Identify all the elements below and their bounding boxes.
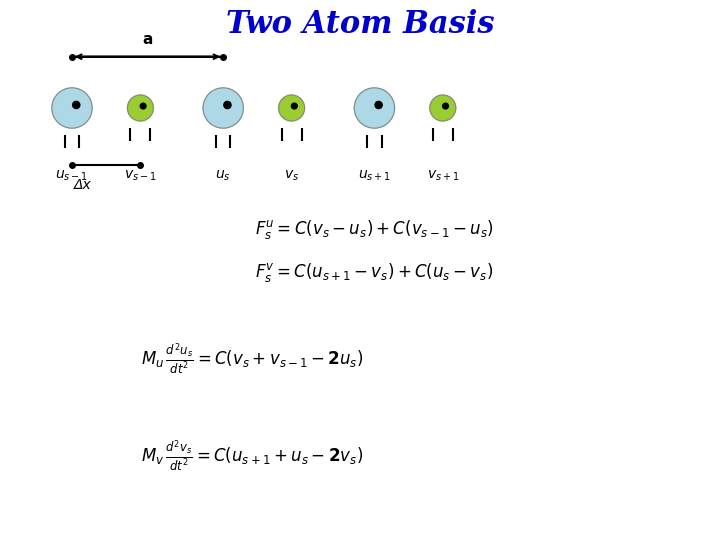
Ellipse shape bbox=[354, 88, 395, 128]
Text: $u_{s+1}$: $u_{s+1}$ bbox=[358, 168, 391, 183]
Text: $F_s^u = C(v_s - u_s) + C(v_{s-1} - u_s)$: $F_s^u = C(v_s - u_s) + C(v_{s-1} - u_s)… bbox=[255, 218, 494, 241]
Text: $v_s$: $v_s$ bbox=[284, 168, 299, 183]
Text: Two Atom Basis: Two Atom Basis bbox=[226, 9, 494, 40]
Ellipse shape bbox=[73, 102, 80, 109]
Ellipse shape bbox=[375, 102, 382, 109]
Ellipse shape bbox=[279, 95, 305, 121]
Text: $v_{s+1}$: $v_{s+1}$ bbox=[426, 168, 459, 183]
Text: $u_s$: $u_s$ bbox=[215, 168, 231, 183]
Text: $v_{s-1}$: $v_{s-1}$ bbox=[124, 168, 157, 183]
Text: $F_s^v = C(u_{s+1} - v_s) + C(u_s - v_s)$: $F_s^v = C(u_{s+1} - v_s) + C(u_s - v_s)… bbox=[256, 261, 493, 284]
Text: $M_v \, \frac{d^2 v_s}{dt^2} = C(u_{s+1} + u_s - \mathbf{2}v_s)$: $M_v \, \frac{d^2 v_s}{dt^2} = C(u_{s+1}… bbox=[141, 438, 363, 474]
Ellipse shape bbox=[292, 103, 297, 109]
Text: $M_u \, \frac{d^2 u_s}{dt^2} = C(v_s + v_{s-1} - \mathbf{2}u_s)$: $M_u \, \frac{d^2 u_s}{dt^2} = C(v_s + v… bbox=[141, 341, 363, 377]
Ellipse shape bbox=[140, 103, 146, 109]
Ellipse shape bbox=[52, 88, 92, 128]
Text: $u_{s-1}$: $u_{s-1}$ bbox=[55, 168, 89, 183]
Ellipse shape bbox=[443, 103, 449, 109]
Ellipse shape bbox=[127, 95, 153, 121]
Ellipse shape bbox=[224, 102, 231, 109]
Ellipse shape bbox=[203, 88, 243, 128]
Text: Δx: Δx bbox=[73, 178, 91, 192]
Ellipse shape bbox=[430, 95, 456, 121]
Text: a: a bbox=[143, 32, 153, 47]
